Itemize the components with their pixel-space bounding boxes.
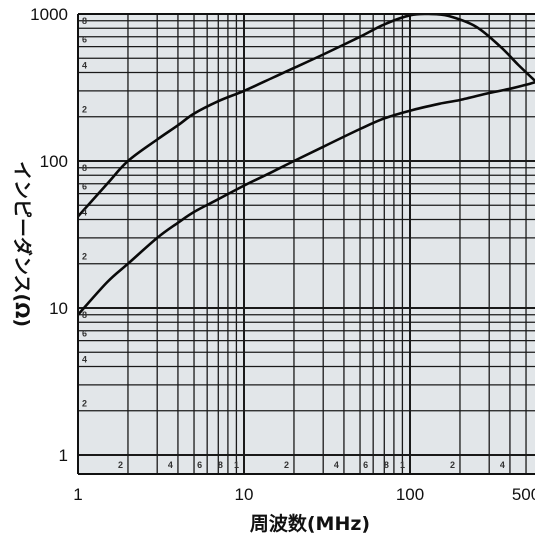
x-tick-label: 100 <box>396 485 424 504</box>
x-tick-label: 1 <box>73 485 82 504</box>
plot-background <box>78 14 535 474</box>
minor-labels: 2 4 6 8 1 2 4 6 8 1 2 4 2 4 6 8 2 4 6 8 2 4 6 8 <box>82 16 505 470</box>
series-line-2 <box>78 80 535 316</box>
y-minor-label: 4 <box>82 60 87 70</box>
x-minor-label: 4 <box>168 460 173 470</box>
x-tick-label: 10 <box>235 485 254 504</box>
y-tick-label: 100 <box>40 152 68 171</box>
x-axis-title: 周波数(MHz) <box>250 512 370 535</box>
y-minor-label: 4 <box>82 354 87 364</box>
x-tick-label: 500 <box>512 485 535 504</box>
x-minor-label: 4 <box>500 460 505 470</box>
y-minor-label: 6 <box>82 182 87 192</box>
y-minor-label: 6 <box>82 35 87 45</box>
y-minor-label: 8 <box>82 163 87 173</box>
y-tick-label: 1 <box>59 446 68 465</box>
series-layer <box>78 14 535 316</box>
x-minor-label: 6 <box>363 460 368 470</box>
x-minor-label: 2 <box>284 460 289 470</box>
y-minor-label: 2 <box>82 252 87 262</box>
y-minor-label: 6 <box>82 329 87 339</box>
y-minor-label: 4 <box>82 207 87 217</box>
series-line-1 <box>78 14 535 218</box>
x-minor-label: 4 <box>334 460 339 470</box>
x-minor-label: 2 <box>450 460 455 470</box>
x-minor-label: 8 <box>218 460 223 470</box>
x-minor-label: 1 <box>400 460 405 470</box>
x-minor-label: 2 <box>118 460 123 470</box>
y-tick-label: 1000 <box>30 5 68 24</box>
y-minor-label: 8 <box>82 16 87 26</box>
y-tick-label: 10 <box>49 299 68 318</box>
y-minor-label: 8 <box>82 310 87 320</box>
tick-labels: 1 10 100 500 1 10 100 1000 <box>30 5 535 504</box>
y-minor-label: 2 <box>82 399 87 409</box>
y-axis-title: インピーダンス(Ω) <box>11 161 34 327</box>
x-minor-label: 6 <box>197 460 202 470</box>
x-minor-label: 8 <box>384 460 389 470</box>
x-minor-label: 1 <box>234 460 239 470</box>
y-minor-label: 2 <box>82 105 87 115</box>
